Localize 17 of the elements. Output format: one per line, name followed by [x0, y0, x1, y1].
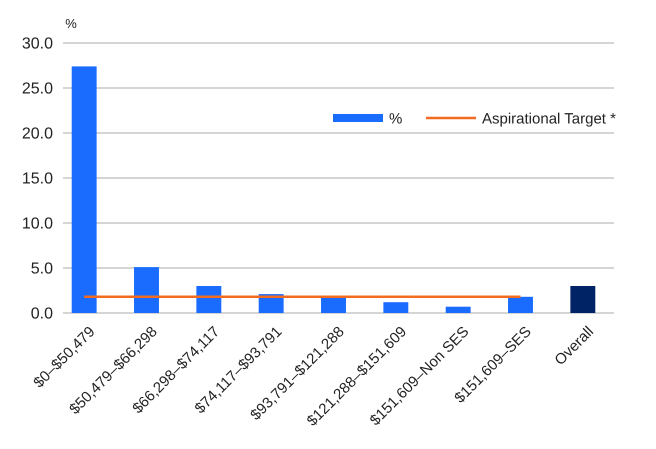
legend-label: Aspirational Target *	[482, 110, 616, 128]
bar	[72, 66, 97, 313]
y-tick-label: 25.0	[22, 80, 54, 98]
y-tick-label: 30.0	[22, 36, 54, 53]
bar	[508, 296, 533, 313]
y-tick-label: 0.0	[30, 306, 54, 323]
bar	[570, 286, 596, 313]
y-tick-label: 20.0	[22, 126, 54, 143]
y-axis-title: %	[65, 16, 78, 31]
bar	[321, 296, 346, 313]
y-tick-label: 10.0	[22, 216, 54, 233]
y-tick-label: 15.0	[22, 170, 54, 188]
bar	[383, 302, 408, 313]
bar	[134, 267, 159, 313]
y-tick-label: 5.0	[30, 260, 54, 278]
legend-label: %	[389, 110, 402, 128]
bar	[446, 306, 471, 313]
